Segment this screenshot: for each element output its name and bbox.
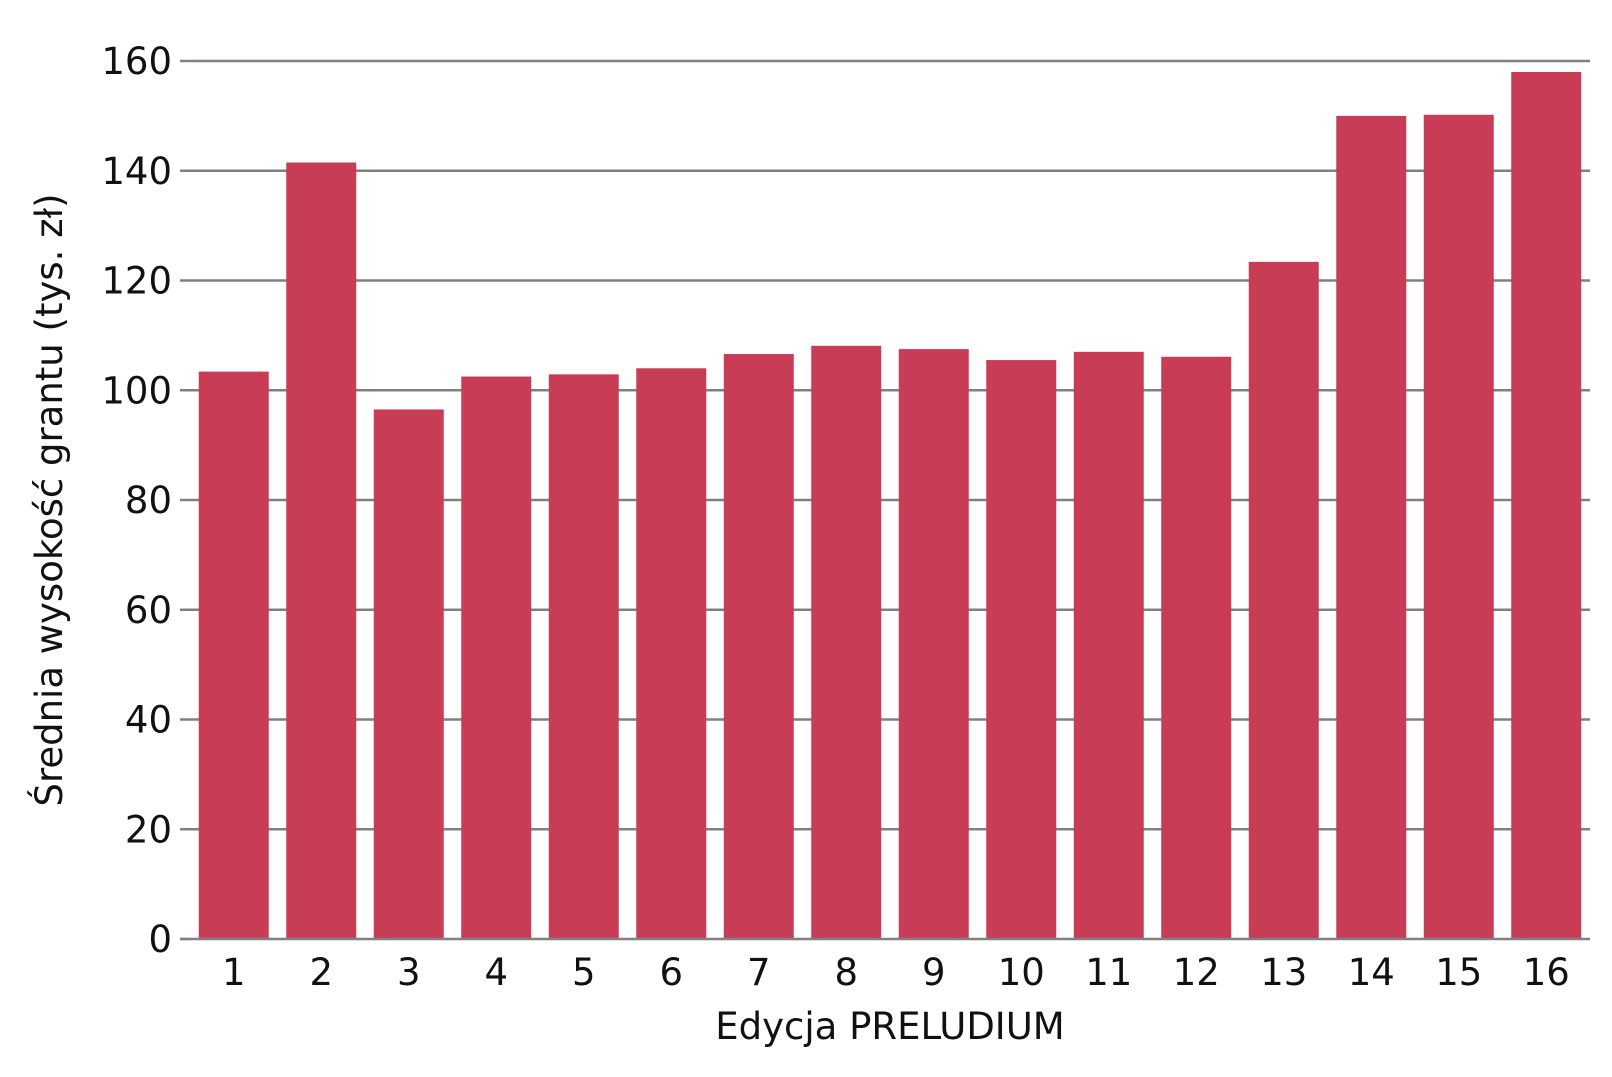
y-tick-label: 140 bbox=[101, 150, 172, 193]
bar-14 bbox=[1336, 115, 1407, 939]
x-tick-label: 7 bbox=[747, 951, 771, 994]
bar-8 bbox=[811, 345, 882, 939]
x-axis-label: Edycja PRELUDIUM bbox=[715, 1005, 1064, 1048]
y-tick-label: 120 bbox=[101, 260, 172, 303]
bar-13 bbox=[1248, 261, 1319, 939]
y-tick-label: 80 bbox=[125, 479, 172, 522]
bar-9 bbox=[898, 349, 969, 939]
x-tick-label: 4 bbox=[484, 951, 508, 994]
y-tick-label: 0 bbox=[148, 918, 172, 961]
x-tick-label: 15 bbox=[1435, 951, 1482, 994]
y-tick-label: 100 bbox=[101, 369, 172, 412]
bar-15 bbox=[1423, 114, 1494, 940]
bar-3 bbox=[373, 409, 444, 939]
x-tick-label: 3 bbox=[397, 951, 421, 994]
x-tick-label: 6 bbox=[659, 951, 683, 994]
x-tick-label: 2 bbox=[309, 951, 333, 994]
bar-12 bbox=[1161, 356, 1232, 939]
bars bbox=[198, 71, 1582, 940]
y-tick-label: 40 bbox=[125, 699, 172, 742]
x-tick-label: 5 bbox=[572, 951, 596, 994]
bar-5 bbox=[548, 374, 619, 939]
x-tick-label: 1 bbox=[222, 951, 246, 994]
x-tick-label: 9 bbox=[922, 951, 946, 994]
x-tick-label: 8 bbox=[834, 951, 858, 994]
bar-16 bbox=[1511, 71, 1582, 940]
bar-11 bbox=[1073, 351, 1144, 939]
y-tick-label: 60 bbox=[125, 589, 172, 632]
bar-1 bbox=[198, 371, 269, 939]
axes bbox=[180, 59, 1590, 941]
x-tick-labels: 1 2 3 4 5 6 7 8 9 10 11 12 13 14 15 16 bbox=[222, 951, 1570, 994]
x-tick-label: 12 bbox=[1173, 951, 1220, 994]
x-tick-label: 14 bbox=[1348, 951, 1395, 994]
x-tick-label: 11 bbox=[1085, 951, 1132, 994]
bar-4 bbox=[461, 376, 532, 939]
y-tick-label: 20 bbox=[125, 808, 172, 851]
x-tick-label: 13 bbox=[1260, 951, 1307, 994]
y-tick-labels: 0 20 40 60 80 100 120 140 160 bbox=[101, 40, 172, 961]
bar-7 bbox=[723, 354, 794, 940]
bar-10 bbox=[986, 360, 1057, 940]
y-tick-label: 160 bbox=[101, 40, 172, 83]
y-axis-label: Średnia wysokość grantu (tys. zł) bbox=[27, 193, 71, 806]
x-tick-label: 16 bbox=[1523, 951, 1570, 994]
bar-2 bbox=[286, 162, 357, 940]
x-tick-label: 10 bbox=[998, 951, 1045, 994]
bar-6 bbox=[636, 368, 707, 939]
